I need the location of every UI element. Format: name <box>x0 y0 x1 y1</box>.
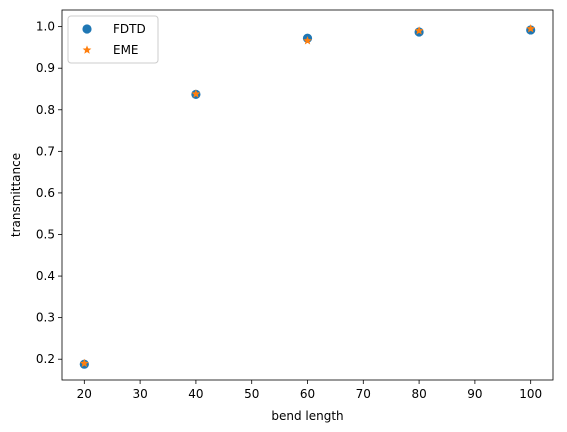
plot-area <box>61 9 554 381</box>
legend-marker-eme <box>82 45 92 54</box>
legend-marker-fdtd <box>82 24 92 34</box>
x-tick-label: 20 <box>77 387 92 401</box>
y-axis-ticks: 0.2 0.3 0.4 0.5 0.6 0.7 0.8 0.9 1.0 <box>36 20 62 366</box>
eme-point <box>526 24 536 33</box>
legend-label-eme: EME <box>113 43 139 57</box>
x-tick-label: 90 <box>467 387 482 401</box>
eme-point <box>303 36 312 45</box>
x-tick-label: 50 <box>244 387 259 401</box>
x-tick-label: 100 <box>519 387 542 401</box>
y-tick-label: 0.4 <box>36 269 55 283</box>
y-tick-label: 0.3 <box>36 311 55 325</box>
y-tick-label: 1.0 <box>36 20 55 34</box>
x-axis-ticks: 20 30 40 50 60 70 80 90 100 <box>77 380 542 401</box>
eme-point <box>191 89 201 98</box>
y-tick-label: 0.8 <box>36 103 55 117</box>
x-tick-label: 40 <box>188 387 203 401</box>
data-points <box>79 24 536 369</box>
legend: FDTD EME <box>67 15 159 64</box>
legend-label-fdtd: FDTD <box>113 22 146 36</box>
y-tick-label: 0.6 <box>36 186 55 200</box>
y-tick-label: 0.2 <box>36 352 55 366</box>
y-tick-label: 0.7 <box>36 144 55 158</box>
x-tick-label: 80 <box>411 387 426 401</box>
x-tick-label: 30 <box>132 387 147 401</box>
x-axis-label: bend length <box>271 409 343 423</box>
y-tick-label: 0.5 <box>36 227 55 241</box>
eme-point <box>414 26 424 35</box>
y-axis-label: transmittance <box>9 153 23 237</box>
eme-point <box>79 358 89 368</box>
x-tick-label: 70 <box>356 387 371 401</box>
y-tick-label: 0.9 <box>36 61 55 75</box>
x-tick-label: 60 <box>300 387 315 401</box>
